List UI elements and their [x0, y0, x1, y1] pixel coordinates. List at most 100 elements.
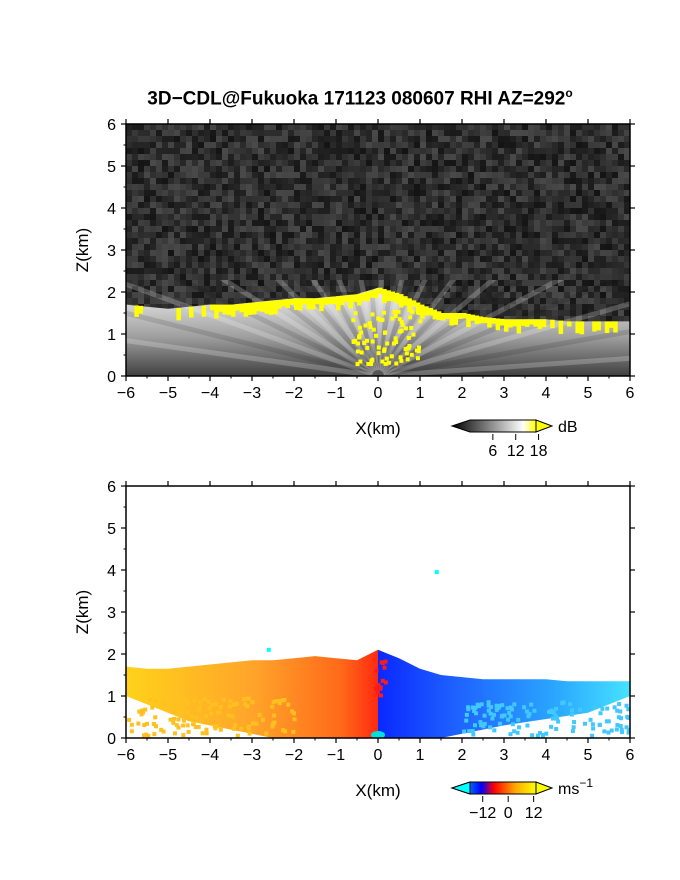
noise-cell [246, 292, 252, 298]
noise-cell [318, 148, 324, 154]
noise-cell [234, 136, 240, 142]
noise-cell [234, 298, 240, 304]
noise-cell [624, 220, 630, 226]
noise-cell [300, 136, 306, 142]
noise-cell [210, 172, 216, 178]
noise-cell [222, 166, 228, 172]
noise-cell [450, 208, 456, 214]
noise-cell [510, 124, 516, 130]
noise-cell [330, 160, 336, 166]
noise-cell [246, 142, 252, 148]
noise-cell [504, 196, 510, 202]
noise-cell [270, 292, 276, 298]
noise-cell [570, 136, 576, 142]
noise-cell [624, 316, 630, 322]
noise-cell [126, 214, 132, 220]
noise-cell [450, 148, 456, 154]
noise-cell [504, 190, 510, 196]
noise-cell [576, 130, 582, 136]
noise-cell [258, 148, 264, 154]
noise-cell [138, 136, 144, 142]
noise-cell [450, 154, 456, 160]
noise-cell [546, 154, 552, 160]
noise-cell [276, 184, 282, 190]
noise-cell [414, 178, 420, 184]
noise-cell [558, 202, 564, 208]
noise-cell [564, 196, 570, 202]
noise-cell [366, 208, 372, 214]
noise-cell [540, 280, 546, 286]
noise-cell [456, 184, 462, 190]
noise-cell [204, 178, 210, 184]
noise-cell [156, 136, 162, 142]
noise-cell [534, 124, 540, 130]
noise-cell [606, 208, 612, 214]
noise-cell [174, 172, 180, 178]
noise-cell [402, 220, 408, 226]
noise-cell [174, 214, 180, 220]
noise-cell [276, 196, 282, 202]
noise-cell [216, 166, 222, 172]
noise-cell [558, 130, 564, 136]
noise-cell [336, 292, 342, 298]
noise-cell [132, 214, 138, 220]
noise-cell [354, 208, 360, 214]
noise-cell [396, 136, 402, 142]
noise-cell [204, 292, 210, 298]
noise-cell [546, 214, 552, 220]
noise-cell [396, 280, 402, 286]
noise-cell [516, 124, 522, 130]
noise-cell [468, 172, 474, 178]
noise-cell [390, 286, 396, 292]
noise-cell [306, 178, 312, 184]
noise-cell [534, 196, 540, 202]
noise-cell [528, 160, 534, 166]
noise-cell [234, 142, 240, 148]
noise-cell [468, 130, 474, 136]
noise-cell [132, 292, 138, 298]
noise-cell [582, 286, 588, 292]
noise-cell [468, 280, 474, 286]
noise-cell [528, 316, 534, 322]
noise-cell [624, 142, 630, 148]
noise-cell [432, 280, 438, 286]
noise-cell [300, 124, 306, 130]
noise-cell [150, 178, 156, 184]
noise-cell [312, 124, 318, 130]
noise-cell [624, 178, 630, 184]
noise-cell [198, 142, 204, 148]
noise-cell [438, 154, 444, 160]
noise-cell [492, 310, 498, 316]
noise-cell [264, 148, 270, 154]
noise-cell [396, 166, 402, 172]
noise-cell [150, 280, 156, 286]
noise-cell [390, 280, 396, 286]
noise-cell [192, 160, 198, 166]
noise-cell [354, 130, 360, 136]
noise-cell [276, 148, 282, 154]
noise-cell [462, 190, 468, 196]
noise-cell [378, 280, 384, 286]
noise-cell [174, 166, 180, 172]
noise-cell [258, 154, 264, 160]
noise-cell [612, 178, 618, 184]
noise-cell [582, 130, 588, 136]
noise-cell [474, 202, 480, 208]
noise-cell [516, 214, 522, 220]
noise-cell [498, 160, 504, 166]
noise-cell [198, 124, 204, 130]
noise-cell [180, 184, 186, 190]
noise-cell [174, 298, 180, 304]
noise-cell [468, 148, 474, 154]
noise-cell [360, 148, 366, 154]
noise-cell [144, 208, 150, 214]
noise-cell [150, 130, 156, 136]
noise-cell [462, 124, 468, 130]
noise-cell [138, 286, 144, 292]
noise-cell [372, 208, 378, 214]
noise-cell [462, 172, 468, 178]
noise-cell [234, 166, 240, 172]
noise-cell [366, 148, 372, 154]
noise-cell [396, 142, 402, 148]
noise-cell [216, 214, 222, 220]
